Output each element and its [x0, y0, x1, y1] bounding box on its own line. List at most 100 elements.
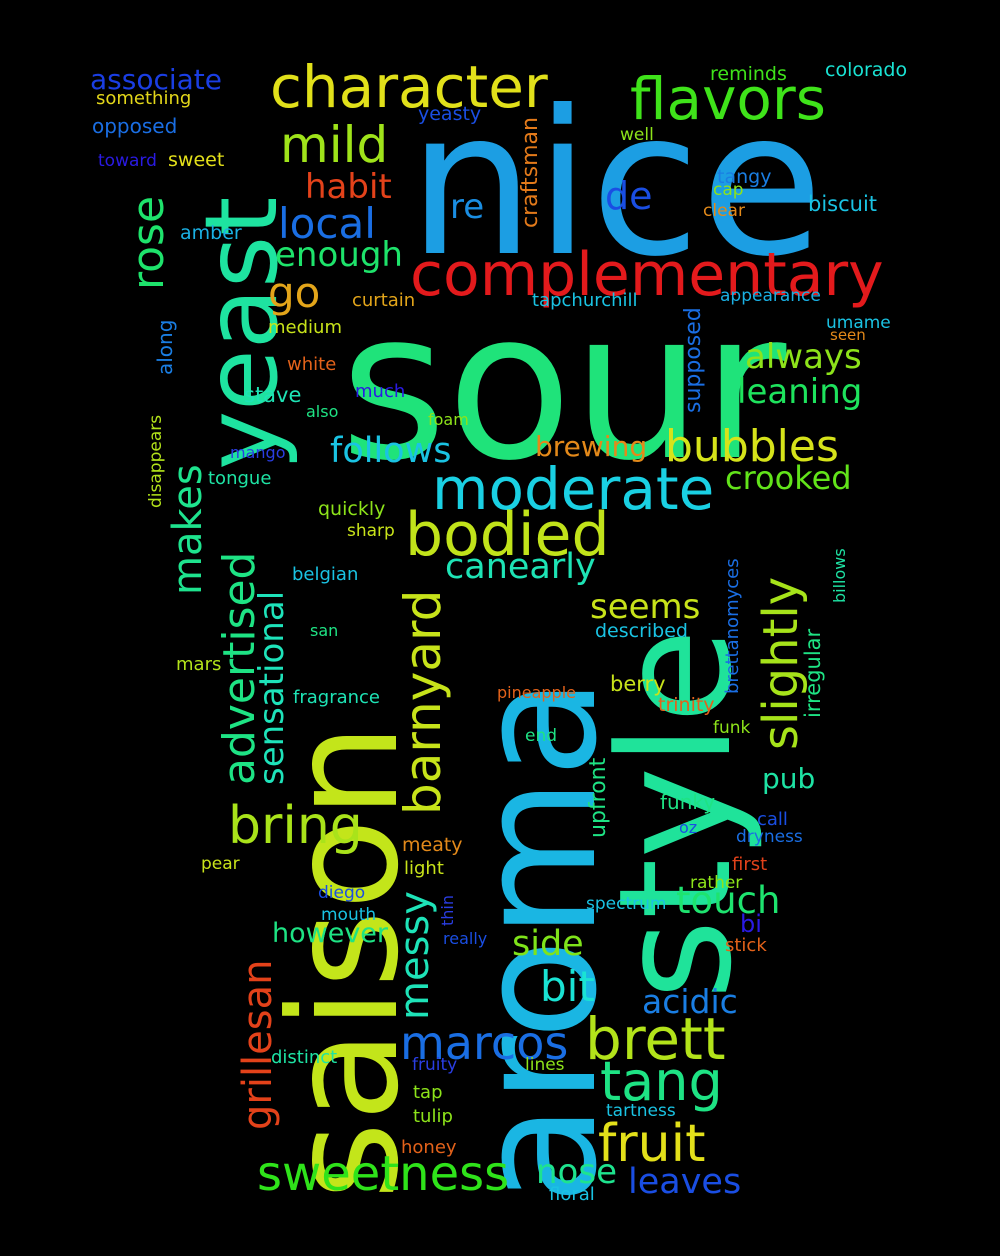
word: clear [703, 201, 745, 221]
word: rose [123, 195, 174, 290]
word: stave [244, 383, 302, 407]
word: character [270, 53, 548, 121]
word: floral [549, 1184, 595, 1205]
word: acidic [642, 982, 738, 1021]
word: funk [713, 718, 751, 738]
word: crooked [725, 459, 852, 497]
word: dryness [736, 827, 803, 847]
word: brett [585, 1005, 726, 1073]
word: oz [679, 818, 698, 837]
word: mild [280, 116, 389, 174]
word: bodied [405, 500, 610, 570]
word: barnyard [394, 589, 452, 815]
word: disappears [146, 414, 166, 508]
word: call [757, 809, 788, 830]
word: mouth [321, 905, 377, 925]
word: tangy [717, 166, 772, 188]
word: medium [268, 317, 342, 338]
word: complementary [410, 240, 884, 310]
word: tang [600, 1050, 723, 1113]
word: associate [90, 63, 223, 96]
word: de [605, 174, 653, 218]
word: bit [540, 962, 595, 1011]
word: tulip [413, 1106, 453, 1127]
word: biscuit [808, 192, 878, 216]
word: described [595, 620, 688, 642]
word: leaves [628, 1162, 742, 1202]
word: nose [536, 1152, 617, 1192]
word: trinity [658, 694, 715, 716]
word: always [745, 337, 862, 377]
word: irregular [801, 628, 825, 718]
word: grillesan [235, 959, 281, 1131]
word: also [306, 402, 339, 421]
word: sour [340, 268, 787, 506]
word: makes [165, 464, 211, 595]
word: follows [330, 431, 452, 471]
word: thin [438, 895, 457, 926]
word: billows [830, 548, 849, 603]
word: well [620, 125, 654, 145]
word: slightly [753, 576, 809, 750]
word: diego [318, 883, 366, 903]
word: lines [525, 1055, 565, 1075]
word: funky [660, 790, 716, 814]
word: enough [275, 235, 403, 275]
word: bring [228, 796, 363, 856]
word: canearly [445, 547, 596, 587]
word: sharp [347, 521, 395, 541]
word: however [272, 918, 389, 949]
word: touch [676, 879, 781, 922]
word: really [443, 929, 488, 948]
word: supposed [681, 307, 706, 413]
word: umame [826, 313, 891, 333]
word: opposed [92, 114, 178, 138]
word: something [96, 88, 192, 109]
word: san [310, 621, 339, 640]
word: toward [98, 151, 157, 171]
word: white [287, 354, 337, 375]
word: light [404, 858, 444, 879]
word: re [450, 187, 485, 227]
word: local [278, 199, 376, 248]
word: craftsman [518, 117, 543, 228]
word: colorado [825, 59, 908, 81]
word: leaning [737, 372, 863, 412]
word: fruity [412, 1055, 458, 1075]
word: sweet [168, 149, 225, 171]
word: sensational [252, 590, 292, 785]
word: much [355, 381, 406, 402]
word: stick [725, 935, 767, 956]
word: sweetness [257, 1146, 510, 1202]
word: flavors [630, 65, 826, 133]
word: bi [740, 910, 762, 938]
word: distinct [271, 1047, 338, 1068]
word: tartness [606, 1101, 676, 1121]
word: nice [408, 68, 824, 301]
word: yeasty [418, 103, 482, 125]
word: end [525, 726, 558, 746]
word: tapchurchill [532, 290, 638, 311]
word: messy [392, 891, 438, 1020]
word: moderate [432, 455, 715, 523]
word: marcos [400, 1016, 569, 1070]
word: fragrance [293, 687, 381, 708]
word: bubbles [665, 421, 839, 472]
word: meaty [402, 834, 463, 856]
word: brettanomyces [722, 558, 743, 694]
word: seems [590, 587, 701, 627]
word: tongue [208, 468, 272, 489]
word: foam [428, 410, 469, 429]
word: curtain [352, 290, 416, 311]
word: mars [176, 654, 222, 675]
word: tap [413, 1082, 443, 1103]
word: upfront [586, 757, 611, 838]
word: honey [401, 1137, 457, 1158]
word: seen [830, 326, 866, 344]
word: habit [305, 167, 392, 207]
word: side [512, 924, 584, 964]
word: pear [201, 854, 240, 874]
word: rather [690, 873, 743, 893]
word: reminds [710, 63, 787, 85]
